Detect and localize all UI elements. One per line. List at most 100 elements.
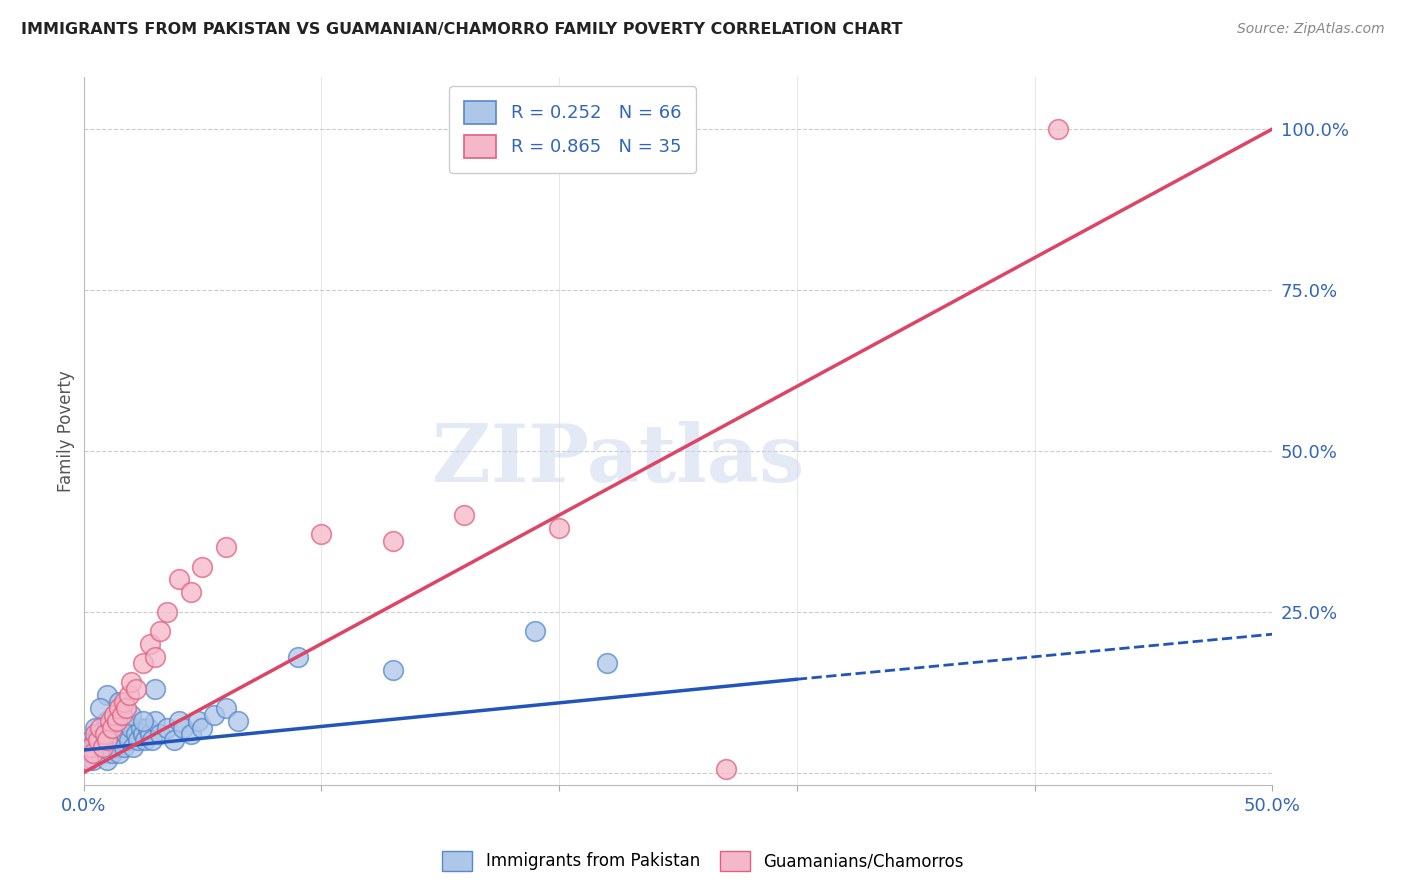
Point [115, 727, 138, 741]
Point [118, 733, 141, 747]
Point [94, 746, 117, 760]
Point [94, 721, 117, 735]
Point [96, 753, 118, 767]
Point [89, 733, 111, 747]
Point [87, 733, 110, 747]
Point [167, 714, 190, 728]
Point [103, 707, 125, 722]
Point [89, 746, 111, 760]
Point [120, 675, 142, 690]
Point [105, 714, 128, 728]
Point [112, 739, 135, 754]
Point [108, 721, 131, 735]
Point [132, 727, 155, 741]
Point [143, 714, 166, 728]
Point [77, 753, 100, 767]
Point [84, 727, 107, 741]
Point [156, 605, 179, 619]
Point [108, 701, 131, 715]
Point [1047, 122, 1070, 136]
Point [167, 573, 190, 587]
Point [105, 739, 128, 754]
Point [87, 739, 110, 754]
Point [202, 707, 225, 722]
Point [548, 521, 571, 535]
Point [103, 707, 125, 722]
Point [115, 701, 138, 715]
Point [91, 727, 114, 741]
Point [215, 541, 238, 555]
Point [149, 624, 172, 638]
Point [453, 508, 475, 522]
Point [110, 707, 132, 722]
Point [132, 714, 155, 728]
Point [110, 733, 132, 747]
Point [115, 714, 138, 728]
Point [714, 763, 737, 777]
Text: ZIPatlas: ZIPatlas [433, 421, 804, 499]
Point [79, 733, 101, 747]
Point [287, 649, 309, 664]
Point [96, 714, 118, 728]
Point [94, 727, 117, 741]
Point [172, 721, 194, 735]
Point [101, 746, 124, 760]
Point [180, 585, 202, 599]
Point [84, 733, 107, 747]
Point [87, 727, 110, 741]
Point [226, 714, 249, 728]
Point [89, 701, 111, 715]
Point [98, 739, 121, 754]
Point [79, 746, 101, 760]
Point [91, 739, 114, 754]
Point [149, 727, 172, 741]
Point [108, 746, 131, 760]
Text: Source: ZipAtlas.com: Source: ZipAtlas.com [1237, 22, 1385, 37]
Point [129, 721, 152, 735]
Point [180, 727, 202, 741]
Point [595, 656, 617, 670]
Text: IMMIGRANTS FROM PAKISTAN VS GUAMANIAN/CHAMORRO FAMILY POVERTY CORRELATION CHART: IMMIGRANTS FROM PAKISTAN VS GUAMANIAN/CH… [21, 22, 903, 37]
Point [84, 721, 107, 735]
Point [156, 721, 179, 735]
Point [84, 746, 107, 760]
Point [191, 721, 214, 735]
Point [381, 533, 404, 548]
Point [118, 689, 141, 703]
Point [89, 721, 111, 735]
Point [98, 727, 121, 741]
Point [91, 739, 114, 754]
Point [143, 649, 166, 664]
Point [139, 727, 162, 741]
Point [524, 624, 547, 638]
Point [82, 746, 104, 760]
Point [96, 733, 118, 747]
Point [108, 695, 131, 709]
Point [311, 527, 333, 541]
Point [101, 721, 124, 735]
Point [139, 637, 162, 651]
Point [96, 689, 118, 703]
Point [98, 714, 121, 728]
Point [77, 753, 100, 767]
Point [163, 733, 186, 747]
Point [105, 727, 128, 741]
Point [112, 695, 135, 709]
Legend: Immigrants from Pakistan, Guamanians/Chamorros: Immigrants from Pakistan, Guamanians/Cha… [434, 842, 972, 880]
Point [82, 753, 104, 767]
Point [127, 733, 149, 747]
Point [143, 681, 166, 696]
Point [103, 733, 125, 747]
Point [125, 681, 148, 696]
Point [120, 721, 142, 735]
Point [215, 701, 238, 715]
Point [120, 707, 142, 722]
Point [141, 733, 163, 747]
Point [191, 559, 214, 574]
Point [82, 739, 104, 754]
Point [125, 727, 148, 741]
Point [134, 733, 156, 747]
Point [101, 721, 124, 735]
Point [381, 663, 404, 677]
Point [132, 656, 155, 670]
